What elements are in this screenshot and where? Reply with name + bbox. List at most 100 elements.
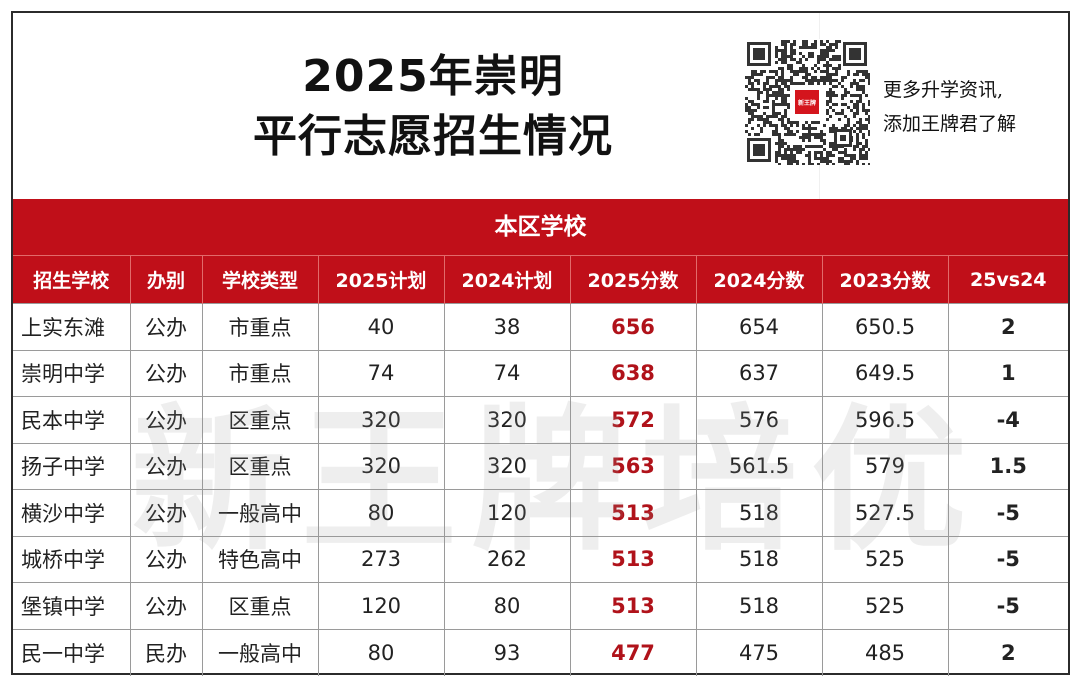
plan-2024-cell: 93: [443, 628, 571, 676]
promo-text: 更多升学资讯, 添加王牌君了解: [883, 73, 1063, 141]
score-2023-cell: 596.5: [821, 396, 949, 444]
table-row: 民本中学 公办 区重点 320 320 572 576 596.5 -4: [13, 396, 1068, 444]
table-row: 崇明中学 公办 市重点 74 74 638 637 649.5 1: [13, 349, 1068, 397]
qr-logo-text: 新王牌: [798, 99, 816, 107]
school-name-cell: 堡镇中学: [13, 582, 131, 630]
school-name-cell: 横沙中学: [13, 489, 131, 537]
score-diff-cell: 1: [947, 349, 1068, 397]
score-2025-cell: 656: [569, 303, 697, 351]
column-header: 办别: [129, 255, 202, 304]
score-diff-cell: 2: [947, 628, 1068, 676]
score-2025-cell: 477: [569, 628, 697, 676]
plan-2024-cell: 262: [443, 535, 571, 583]
score-2024-cell: 518: [695, 489, 823, 537]
school-kind-cell: 公办: [129, 535, 203, 583]
plan-2024-cell: 320: [443, 396, 571, 444]
table-row: 城桥中学 公办 特色高中 273 262 513 518 525 -5: [13, 535, 1068, 583]
school-kind-cell: 公办: [129, 489, 203, 537]
school-type-cell: 区重点: [201, 582, 319, 630]
score-2023-cell: 525: [821, 582, 949, 630]
school-name-cell: 民一中学: [13, 628, 131, 676]
score-diff-cell: -5: [947, 582, 1068, 630]
plan-2024-cell: 320: [443, 442, 571, 490]
plan-2025-cell: 273: [317, 535, 445, 583]
table-row: 横沙中学 公办 一般高中 80 120 513 518 527.5 -5: [13, 489, 1068, 537]
column-header: 25vs24: [947, 255, 1068, 304]
column-header: 2023分数: [821, 255, 948, 304]
table-header-row: 招生学校 办别 学校类型 2025计划 2024计划 2025分数 2024分数 2023分数…: [13, 255, 1068, 304]
column-header: 2025计划: [317, 255, 444, 304]
school-kind-cell: 公办: [129, 349, 203, 397]
school-kind-cell: 公办: [129, 396, 203, 444]
score-2023-cell: 485: [821, 628, 949, 676]
plan-2024-cell: 38: [443, 303, 571, 351]
plan-2025-cell: 320: [317, 396, 445, 444]
table-row: 民一中学 民办 一般高中 80 93 477 475 485 2: [13, 628, 1068, 676]
column-header: 2024计划: [443, 255, 570, 304]
score-2024-cell: 518: [695, 535, 823, 583]
section-title: 本区学校: [13, 199, 1068, 255]
plan-2024-cell: 120: [443, 489, 571, 537]
poster-frame: 2025年崇明 平行志愿招生情况 新王牌 更多升学资讯,: [11, 11, 1070, 676]
plan-2025-cell: 120: [317, 582, 445, 630]
title-line-1: 2025年崇明: [302, 51, 564, 102]
score-2024-cell: 518: [695, 582, 823, 630]
school-type-cell: 一般高中: [201, 628, 319, 676]
school-type-cell: 区重点: [201, 442, 319, 490]
school-type-cell: 区重点: [201, 396, 319, 444]
table-body: 上实东滩 公办 市重点 40 38 656 654 650.5 2 崇明中学 公办 市重点 74 74 63…: [13, 303, 1068, 676]
plan-2025-cell: 80: [317, 489, 445, 537]
score-2024-cell: 637: [695, 349, 823, 397]
plan-2025-cell: 74: [317, 349, 445, 397]
score-diff-cell: -5: [947, 535, 1068, 583]
admission-table: 招生学校 办别 学校类型 2025计划 2024计划 2025分数 2024分数 2023分数…: [13, 255, 1068, 676]
plan-2024-cell: 74: [443, 349, 571, 397]
school-type-cell: 市重点: [201, 303, 319, 351]
plan-2025-cell: 80: [317, 628, 445, 676]
score-2024-cell: 654: [695, 303, 823, 351]
score-diff-cell: -5: [947, 489, 1068, 537]
plan-2025-cell: 320: [317, 442, 445, 490]
school-kind-cell: 公办: [129, 303, 203, 351]
qr-finder-bottom-left: [747, 138, 771, 162]
school-kind-cell: 公办: [129, 582, 203, 630]
school-type-cell: 特色高中: [201, 535, 319, 583]
score-2025-cell: 638: [569, 349, 697, 397]
poster-title: 2025年崇明 平行志愿招生情况: [13, 47, 853, 167]
score-diff-cell: -4: [947, 396, 1068, 444]
school-type-cell: 市重点: [201, 349, 319, 397]
score-2023-cell: 649.5: [821, 349, 949, 397]
score-2025-cell: 513: [569, 535, 697, 583]
school-kind-cell: 民办: [129, 628, 203, 676]
qr-code: 新王牌: [744, 39, 870, 165]
school-name-cell: 上实东滩: [13, 303, 131, 351]
qr-logo: 新王牌: [793, 88, 821, 116]
promo-line-2: 添加王牌君了解: [883, 113, 1017, 135]
score-2025-cell: 572: [569, 396, 697, 444]
score-2024-cell: 576: [695, 396, 823, 444]
table-row: 上实东滩 公办 市重点 40 38 656 654 650.5 2: [13, 303, 1068, 351]
school-name-cell: 民本中学: [13, 396, 131, 444]
promo-line-1: 更多升学资讯,: [883, 79, 1004, 101]
table-row: 扬子中学 公办 区重点 320 320 563 561.5 579 1.5: [13, 442, 1068, 490]
score-2023-cell: 579: [821, 442, 949, 490]
column-header: 2025分数: [569, 255, 696, 304]
score-diff-cell: 2: [947, 303, 1068, 351]
plan-2024-cell: 80: [443, 582, 571, 630]
title-line-2: 平行志愿招生情况: [253, 111, 613, 162]
score-2023-cell: 650.5: [821, 303, 949, 351]
score-2024-cell: 561.5: [695, 442, 823, 490]
plan-2025-cell: 40: [317, 303, 445, 351]
score-diff-cell: 1.5: [947, 442, 1068, 490]
score-2025-cell: 563: [569, 442, 697, 490]
column-header: 学校类型: [201, 255, 318, 304]
school-name-cell: 扬子中学: [13, 442, 131, 490]
table-row: 堡镇中学 公办 区重点 120 80 513 518 525 -5: [13, 582, 1068, 630]
school-name-cell: 崇明中学: [13, 349, 131, 397]
school-kind-cell: 公办: [129, 442, 203, 490]
column-header: 招生学校: [13, 255, 130, 304]
score-2023-cell: 525: [821, 535, 949, 583]
school-name-cell: 城桥中学: [13, 535, 131, 583]
school-type-cell: 一般高中: [201, 489, 319, 537]
score-2024-cell: 475: [695, 628, 823, 676]
